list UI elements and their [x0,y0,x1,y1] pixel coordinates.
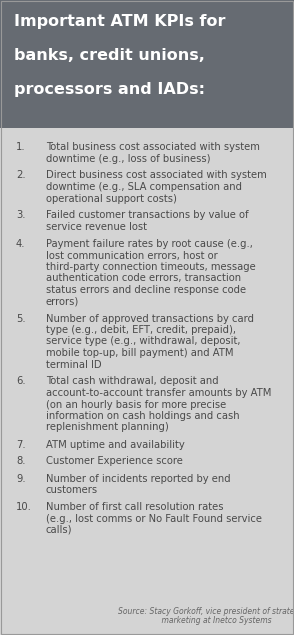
Text: replenishment planning): replenishment planning) [46,422,169,432]
Text: (on an hourly basis for more precise: (on an hourly basis for more precise [46,399,226,410]
Text: information on cash holdings and cash: information on cash holdings and cash [46,411,240,421]
Text: 2.: 2. [16,171,26,180]
Text: downtime (e.g., SLA compensation and: downtime (e.g., SLA compensation and [46,182,242,192]
Text: 5.: 5. [16,314,26,323]
Text: customers: customers [46,485,98,495]
Text: Source: Stacy Gorkoff, vice president of strategic: Source: Stacy Gorkoff, vice president of… [118,607,294,616]
Text: service type (e.g., withdrawal, deposit,: service type (e.g., withdrawal, deposit, [46,337,240,347]
Text: authentication code errors, transaction: authentication code errors, transaction [46,274,241,283]
Text: marketing at Inetco Systems: marketing at Inetco Systems [152,616,271,625]
Text: Number of first call resolution rates: Number of first call resolution rates [46,502,223,512]
Text: Payment failure rates by root cause (e.g.,: Payment failure rates by root cause (e.g… [46,239,253,249]
Text: status errors and decline response code: status errors and decline response code [46,285,246,295]
Text: 4.: 4. [16,239,26,249]
Text: banks, credit unions,: banks, credit unions, [14,48,205,63]
Text: operational support costs): operational support costs) [46,194,177,203]
Text: mobile top-up, bill payment) and ATM: mobile top-up, bill payment) and ATM [46,348,233,358]
Text: Direct business cost associated with system: Direct business cost associated with sys… [46,171,267,180]
Text: 1.: 1. [16,142,26,152]
Text: 8.: 8. [16,457,26,467]
Text: type (e.g., debit, EFT, credit, prepaid),: type (e.g., debit, EFT, credit, prepaid)… [46,325,236,335]
Text: errors): errors) [46,297,79,307]
Text: Number of incidents reported by end: Number of incidents reported by end [46,474,230,483]
Bar [0,0,294,128]
Text: downtime (e.g., loss of business): downtime (e.g., loss of business) [46,154,211,163]
Text: third-party connection timeouts, message: third-party connection timeouts, message [46,262,256,272]
Text: terminal ID: terminal ID [46,359,102,370]
Text: processors and IADs:: processors and IADs: [14,82,205,97]
Text: 3.: 3. [16,210,26,220]
Text: 6.: 6. [16,377,26,387]
Text: 7.: 7. [16,439,26,450]
Text: account-to-account transfer amounts by ATM: account-to-account transfer amounts by A… [46,388,271,398]
Text: 10.: 10. [16,502,32,512]
Text: 9.: 9. [16,474,26,483]
Text: Number of approved transactions by card: Number of approved transactions by card [46,314,254,323]
Text: Total cash withdrawal, deposit and: Total cash withdrawal, deposit and [46,377,219,387]
Text: ATM uptime and availability: ATM uptime and availability [46,439,185,450]
Text: (e.g., lost comms or No Fault Found service: (e.g., lost comms or No Fault Found serv… [46,514,262,523]
Text: service revenue lost: service revenue lost [46,222,147,232]
Text: Failed customer transactions by value of: Failed customer transactions by value of [46,210,249,220]
Text: calls): calls) [46,525,73,535]
Text: Customer Experience score: Customer Experience score [46,457,183,467]
Text: Total business cost associated with system: Total business cost associated with syst… [46,142,260,152]
Text: Important ATM KPIs for: Important ATM KPIs for [14,14,225,29]
Text: lost communication errors, host or: lost communication errors, host or [46,250,218,260]
